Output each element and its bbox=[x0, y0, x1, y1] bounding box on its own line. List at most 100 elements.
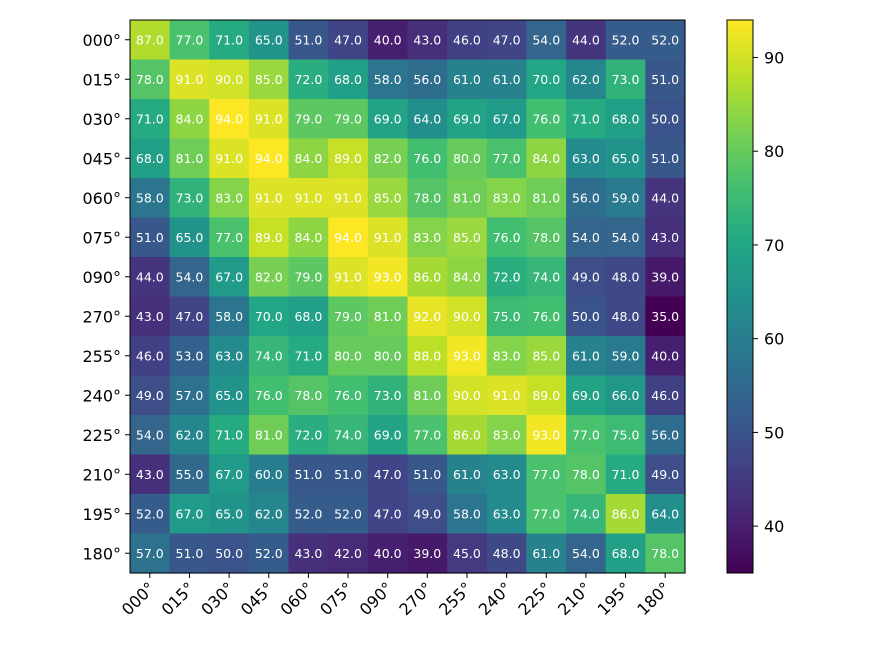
cell-value-label: 47.0 bbox=[176, 309, 204, 324]
heatmap-cell bbox=[645, 59, 686, 100]
cell-value-label: 50.0 bbox=[651, 111, 679, 126]
cell-value-label: 61.0 bbox=[493, 72, 521, 87]
cell-value-label: 90.0 bbox=[453, 309, 481, 324]
heatmap-cell bbox=[407, 257, 448, 298]
heatmap-cell bbox=[605, 59, 646, 100]
heatmap-cell bbox=[169, 533, 210, 574]
heatmap-cell bbox=[486, 257, 528, 298]
cell-value-label: 69.0 bbox=[374, 427, 402, 442]
cell-value-label: 90.0 bbox=[453, 388, 481, 403]
colorbar-tick-label: 60 bbox=[764, 330, 784, 349]
cell-value-label: 58.0 bbox=[374, 72, 402, 87]
cell-value-label: 48.0 bbox=[612, 269, 640, 284]
cell-value-label: 49.0 bbox=[413, 506, 441, 521]
cell-value-label: 71.0 bbox=[136, 111, 164, 126]
heatmap-cell bbox=[526, 336, 567, 377]
heatmap-cell bbox=[566, 533, 607, 574]
heatmap-cell bbox=[367, 257, 409, 298]
cell-value-label: 91.0 bbox=[255, 111, 283, 126]
heatmap-cell bbox=[605, 296, 646, 337]
cell-value-label: 73.0 bbox=[374, 388, 402, 403]
cell-value-label: 62.0 bbox=[255, 506, 283, 521]
cell-value-label: 57.0 bbox=[136, 546, 164, 561]
cell-value-label: 44.0 bbox=[651, 190, 679, 205]
heatmap-cell bbox=[447, 59, 488, 100]
heatmap-cell bbox=[486, 533, 528, 574]
heatmap-cell bbox=[169, 296, 210, 337]
cell-value-label: 45.0 bbox=[453, 546, 481, 561]
heatmap-cell bbox=[248, 533, 290, 574]
cell-value-label: 84.0 bbox=[532, 151, 560, 166]
cell-value-label: 86.0 bbox=[453, 427, 481, 442]
heatmap-cell bbox=[526, 533, 567, 574]
colorbar-tick-label: 40 bbox=[764, 517, 784, 536]
heatmap-cell bbox=[486, 454, 528, 495]
cell-value-label: 50.0 bbox=[215, 546, 243, 561]
cell-value-label: 51.0 bbox=[334, 467, 362, 482]
cell-value-label: 77.0 bbox=[176, 32, 204, 47]
heatmap-cell bbox=[486, 178, 528, 219]
heatmap-cell bbox=[288, 138, 329, 179]
cell-value-label: 54.0 bbox=[136, 427, 164, 442]
heatmap-cell bbox=[486, 99, 528, 140]
cell-value-label: 48.0 bbox=[493, 546, 521, 561]
cell-value-label: 85.0 bbox=[255, 72, 283, 87]
heatmap-cell bbox=[130, 217, 171, 258]
heatmap-cell bbox=[526, 257, 567, 298]
heatmap-cell bbox=[288, 296, 329, 337]
cell-value-label: 65.0 bbox=[215, 388, 243, 403]
y-tick-label: 225° bbox=[82, 426, 121, 445]
cell-value-label: 67.0 bbox=[215, 467, 243, 482]
heatmap-cell bbox=[130, 375, 171, 416]
cell-value-label: 91.0 bbox=[255, 190, 283, 205]
cell-value-label: 52.0 bbox=[612, 32, 640, 47]
heatmap-cell bbox=[407, 415, 448, 456]
heatmap-cell bbox=[407, 20, 448, 61]
heatmap-cell bbox=[130, 257, 171, 298]
cell-value-label: 86.0 bbox=[413, 269, 441, 284]
cell-value-label: 93.0 bbox=[532, 427, 560, 442]
y-tick-label: 210° bbox=[82, 465, 121, 484]
heatmap-cell bbox=[526, 217, 567, 258]
heatmap-cell bbox=[486, 59, 528, 100]
cell-value-label: 42.0 bbox=[334, 546, 362, 561]
colorbar-tick-label: 90 bbox=[764, 48, 784, 67]
heatmap-cell bbox=[447, 415, 488, 456]
cell-value-label: 61.0 bbox=[572, 348, 600, 363]
cell-value-label: 91.0 bbox=[374, 230, 402, 245]
heatmap-cell bbox=[130, 59, 171, 100]
cell-value-label: 64.0 bbox=[651, 506, 679, 521]
cell-value-label: 74.0 bbox=[334, 427, 362, 442]
heatmap-cell bbox=[328, 533, 369, 574]
heatmap-cell bbox=[526, 375, 567, 416]
heatmap-cell bbox=[169, 336, 210, 377]
heatmap-cell bbox=[130, 178, 171, 219]
cell-value-label: 71.0 bbox=[572, 111, 600, 126]
cell-value-label: 77.0 bbox=[493, 151, 521, 166]
cell-value-label: 89.0 bbox=[255, 230, 283, 245]
heatmap-cell bbox=[447, 217, 488, 258]
cell-value-label: 77.0 bbox=[532, 506, 560, 521]
heatmap-cell bbox=[645, 138, 686, 179]
heatmap-cell bbox=[209, 138, 250, 179]
cell-value-label: 65.0 bbox=[255, 32, 283, 47]
heatmap-cell bbox=[248, 59, 290, 100]
heatmap-cell bbox=[288, 20, 329, 61]
heatmap-cell bbox=[486, 20, 528, 61]
cell-value-label: 56.0 bbox=[572, 190, 600, 205]
heatmap-cell bbox=[169, 415, 210, 456]
heatmap-cell bbox=[367, 415, 409, 456]
heatmap-cell bbox=[526, 99, 567, 140]
heatmap-cell bbox=[248, 138, 290, 179]
cell-value-label: 87.0 bbox=[136, 32, 164, 47]
heatmap-cell bbox=[209, 296, 250, 337]
heatmap-cell bbox=[645, 533, 686, 574]
heatmap-cell bbox=[169, 59, 210, 100]
cell-value-label: 83.0 bbox=[215, 190, 243, 205]
cell-value-label: 63.0 bbox=[493, 467, 521, 482]
heatmap-cell bbox=[526, 494, 567, 535]
heatmap-cell bbox=[645, 454, 686, 495]
cell-value-label: 72.0 bbox=[294, 72, 322, 87]
cell-value-label: 56.0 bbox=[651, 427, 679, 442]
cell-value-label: 61.0 bbox=[453, 467, 481, 482]
